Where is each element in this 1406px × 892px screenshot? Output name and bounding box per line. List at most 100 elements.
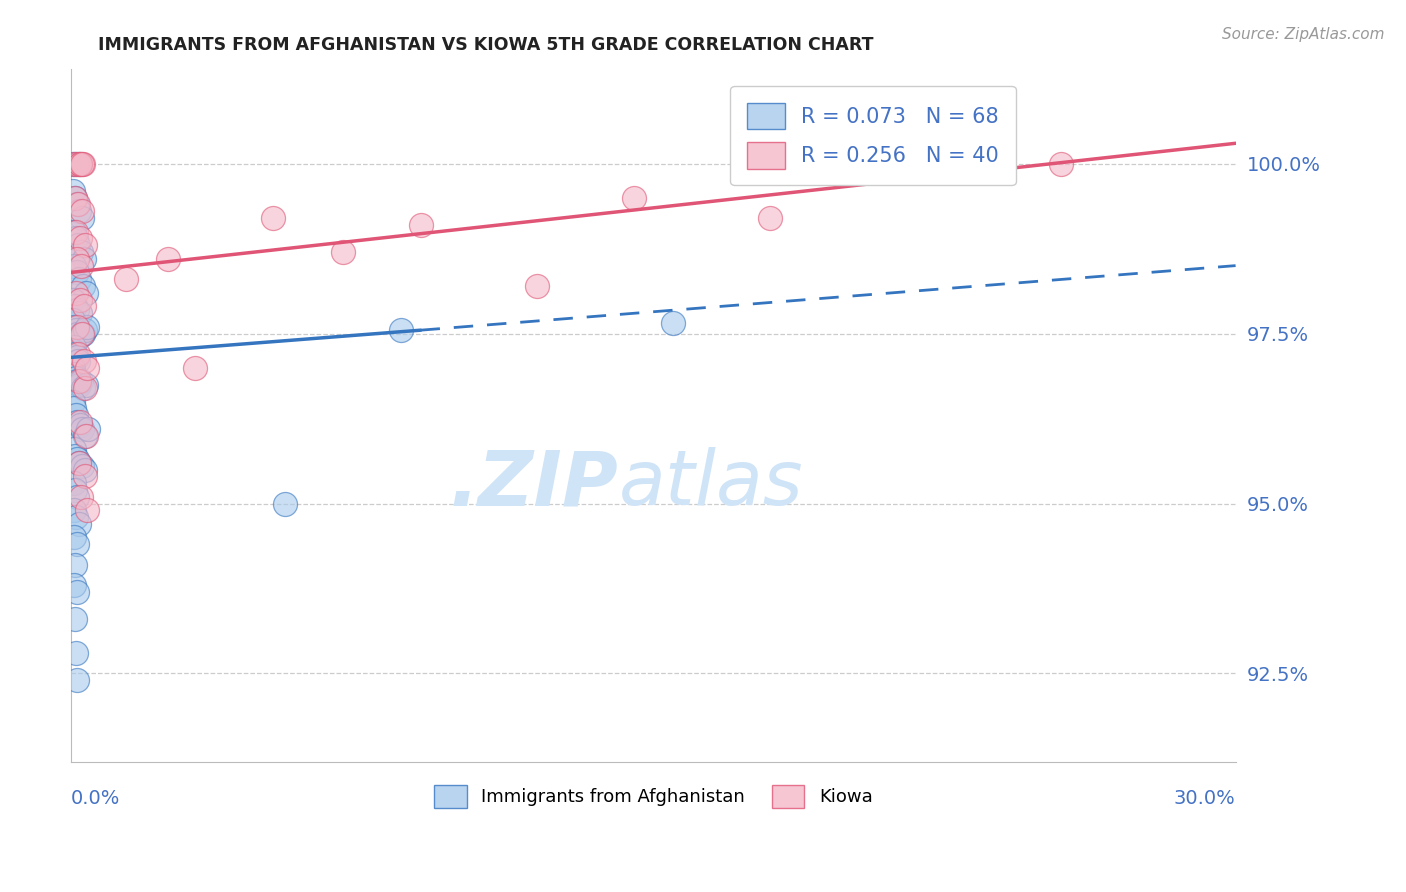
Point: [70, 422, 93, 436]
Point: [73, 252, 96, 266]
Point: [67, 456, 90, 470]
Point: [262, 211, 284, 225]
Point: [66, 673, 89, 688]
Point: [73, 381, 96, 395]
Point: [66, 585, 89, 599]
Point: [63, 558, 86, 572]
Point: [75, 377, 97, 392]
Point: [76, 422, 98, 436]
Point: [66, 415, 89, 429]
Point: [63, 299, 86, 313]
Point: [70, 204, 93, 219]
Point: [72, 326, 94, 341]
Point: [65, 323, 87, 337]
Point: [73, 299, 96, 313]
Point: [73, 462, 96, 476]
Point: [65, 408, 87, 422]
Point: [62, 394, 84, 409]
Point: [67, 456, 90, 470]
Point: [70, 326, 93, 341]
Point: [73, 323, 96, 337]
Point: [69, 156, 91, 170]
Point: [63, 401, 86, 416]
Point: [66, 197, 89, 211]
Point: [76, 503, 98, 517]
Point: [62, 476, 84, 491]
Point: [273, 496, 295, 510]
Point: [623, 191, 645, 205]
Point: [65, 225, 87, 239]
Point: [66, 452, 89, 467]
Point: [62, 442, 84, 457]
Point: [63, 449, 86, 463]
Point: [66, 252, 89, 266]
Point: [66, 265, 89, 279]
Point: [63, 319, 86, 334]
Point: [66, 374, 89, 388]
Point: [662, 317, 685, 331]
Point: [69, 293, 91, 307]
Point: [70, 326, 93, 341]
Point: [66, 490, 89, 504]
Point: [62, 225, 84, 239]
Point: [409, 218, 432, 232]
Point: [1050, 156, 1073, 170]
Point: [67, 330, 90, 344]
Point: [63, 612, 86, 626]
Point: [63, 578, 86, 592]
Text: .ZIP: .ZIP: [450, 448, 619, 522]
Point: [65, 156, 87, 170]
Text: IMMIGRANTS FROM AFGHANISTAN VS KIOWA 5TH GRADE CORRELATION CHART: IMMIGRANTS FROM AFGHANISTAN VS KIOWA 5TH…: [98, 36, 875, 54]
Point: [66, 326, 89, 341]
Point: [62, 313, 84, 327]
Point: [67, 197, 90, 211]
Point: [67, 238, 90, 252]
Point: [63, 483, 86, 497]
Point: [67, 156, 90, 170]
Text: 0.0%: 0.0%: [72, 789, 121, 808]
Point: [67, 347, 90, 361]
Point: [332, 245, 354, 260]
Point: [70, 211, 93, 225]
Point: [69, 306, 91, 320]
Point: [63, 503, 86, 517]
Point: [63, 191, 86, 205]
Point: [66, 156, 89, 170]
Point: [67, 272, 90, 286]
Point: [65, 510, 87, 524]
Point: [63, 531, 86, 545]
Point: [63, 191, 86, 205]
Point: [67, 204, 90, 219]
Point: [69, 490, 91, 504]
Point: [62, 340, 84, 354]
Point: [75, 285, 97, 300]
Point: [389, 323, 412, 337]
Point: [63, 347, 86, 361]
Point: [73, 238, 96, 252]
Point: [114, 272, 136, 286]
Point: [67, 374, 90, 388]
Point: [73, 353, 96, 368]
Text: Source: ZipAtlas.com: Source: ZipAtlas.com: [1222, 27, 1385, 42]
Point: [73, 428, 96, 442]
Point: [69, 418, 91, 433]
Point: [62, 293, 84, 307]
Point: [72, 156, 94, 170]
Point: [62, 360, 84, 375]
Text: atlas: atlas: [619, 448, 803, 522]
Point: [70, 156, 93, 170]
Point: [65, 231, 87, 245]
Point: [184, 360, 207, 375]
Point: [63, 368, 86, 382]
Point: [157, 252, 180, 266]
Point: [67, 516, 90, 531]
Point: [65, 646, 87, 660]
Point: [66, 351, 89, 365]
Point: [63, 259, 86, 273]
Point: [65, 285, 87, 300]
Point: [66, 537, 89, 551]
Point: [526, 279, 548, 293]
Point: [70, 245, 93, 260]
Point: [65, 371, 87, 385]
Point: [759, 211, 782, 225]
